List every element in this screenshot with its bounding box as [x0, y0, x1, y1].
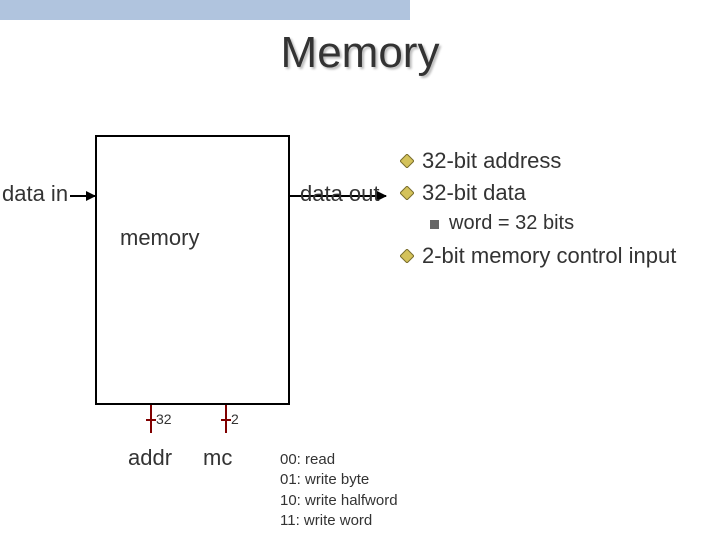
diamond-icon	[400, 186, 414, 200]
mc-port-label: mc	[203, 445, 232, 471]
data-out-label: data out	[300, 181, 380, 207]
page-title: Memory	[0, 28, 720, 78]
square-icon	[430, 220, 439, 229]
legend-line: 00: read	[280, 450, 398, 470]
legend-line: 10: write halfword	[280, 491, 398, 511]
sub-bullet-text: word = 32 bits	[449, 212, 574, 235]
mc-port-width: 2	[231, 411, 239, 427]
memory-block-label: memory	[120, 225, 199, 251]
legend-line: 01: write byte	[280, 470, 398, 490]
bullet-text: 2-bit memory control input	[422, 243, 676, 269]
sub-bullet-item: word = 32 bits	[430, 212, 710, 235]
diamond-icon	[400, 154, 414, 168]
addr-port-label: addr	[128, 445, 172, 471]
bullet-list: 32-bit address 32-bit data word = 32 bits 2…	[400, 148, 710, 275]
header-accent-bar	[0, 0, 410, 20]
bullet-item: 2-bit memory control input	[400, 243, 710, 269]
memory-block	[95, 135, 290, 405]
mc-port-tick	[221, 419, 231, 421]
addr-port-tick	[146, 419, 156, 421]
bullet-text: 32-bit address	[422, 148, 561, 174]
bullet-item: 32-bit address	[400, 148, 710, 174]
data-in-arrow	[70, 195, 95, 197]
addr-port-width: 32	[156, 411, 172, 427]
legend-line: 11: write word	[280, 511, 398, 531]
mc-legend: 00: read01: write byte10: write halfword…	[280, 450, 398, 531]
bullet-item: 32-bit data	[400, 180, 710, 206]
diamond-icon	[400, 249, 414, 263]
data-in-label: data in	[2, 181, 68, 207]
bullet-text: 32-bit data	[422, 180, 526, 206]
